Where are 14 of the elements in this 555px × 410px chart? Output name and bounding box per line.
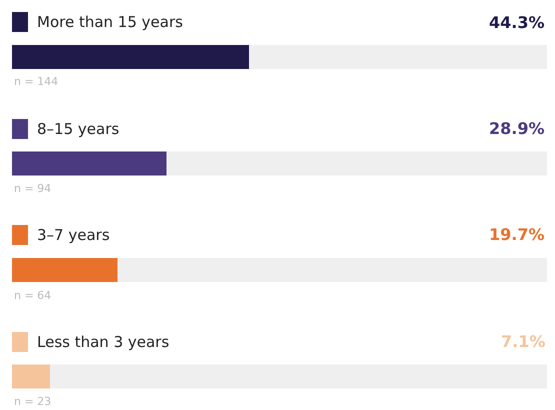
data-label: 28.9% xyxy=(489,119,545,138)
data-label: 44.3% xyxy=(489,13,545,32)
y-tick-label: 3–7 years xyxy=(37,226,110,244)
annotation: n = 94 xyxy=(14,182,52,195)
y-tick-label: Less than 3 years xyxy=(37,333,170,351)
data-label: 7.1% xyxy=(501,332,546,351)
bar xyxy=(12,258,118,282)
annotation: n = 64 xyxy=(14,289,52,302)
data-label: 19.7% xyxy=(489,225,545,244)
y-tick-label: 8–15 years xyxy=(37,120,120,138)
bar xyxy=(12,364,50,388)
annotation: n = 144 xyxy=(14,75,58,88)
y-tick-label: More than 15 years xyxy=(37,13,184,31)
annotation: n = 23 xyxy=(14,395,52,408)
